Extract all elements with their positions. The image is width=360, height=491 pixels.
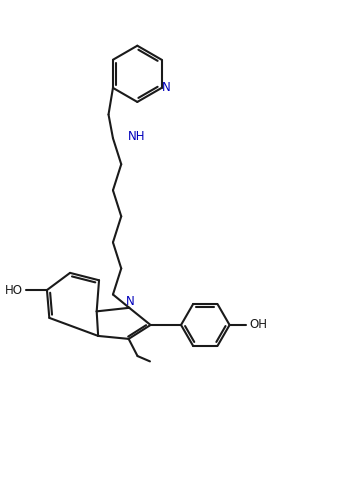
Text: N: N	[126, 295, 135, 308]
Text: OH: OH	[249, 319, 267, 331]
Text: HO: HO	[5, 283, 23, 297]
Text: N: N	[162, 82, 171, 94]
Text: NH: NH	[128, 130, 145, 143]
